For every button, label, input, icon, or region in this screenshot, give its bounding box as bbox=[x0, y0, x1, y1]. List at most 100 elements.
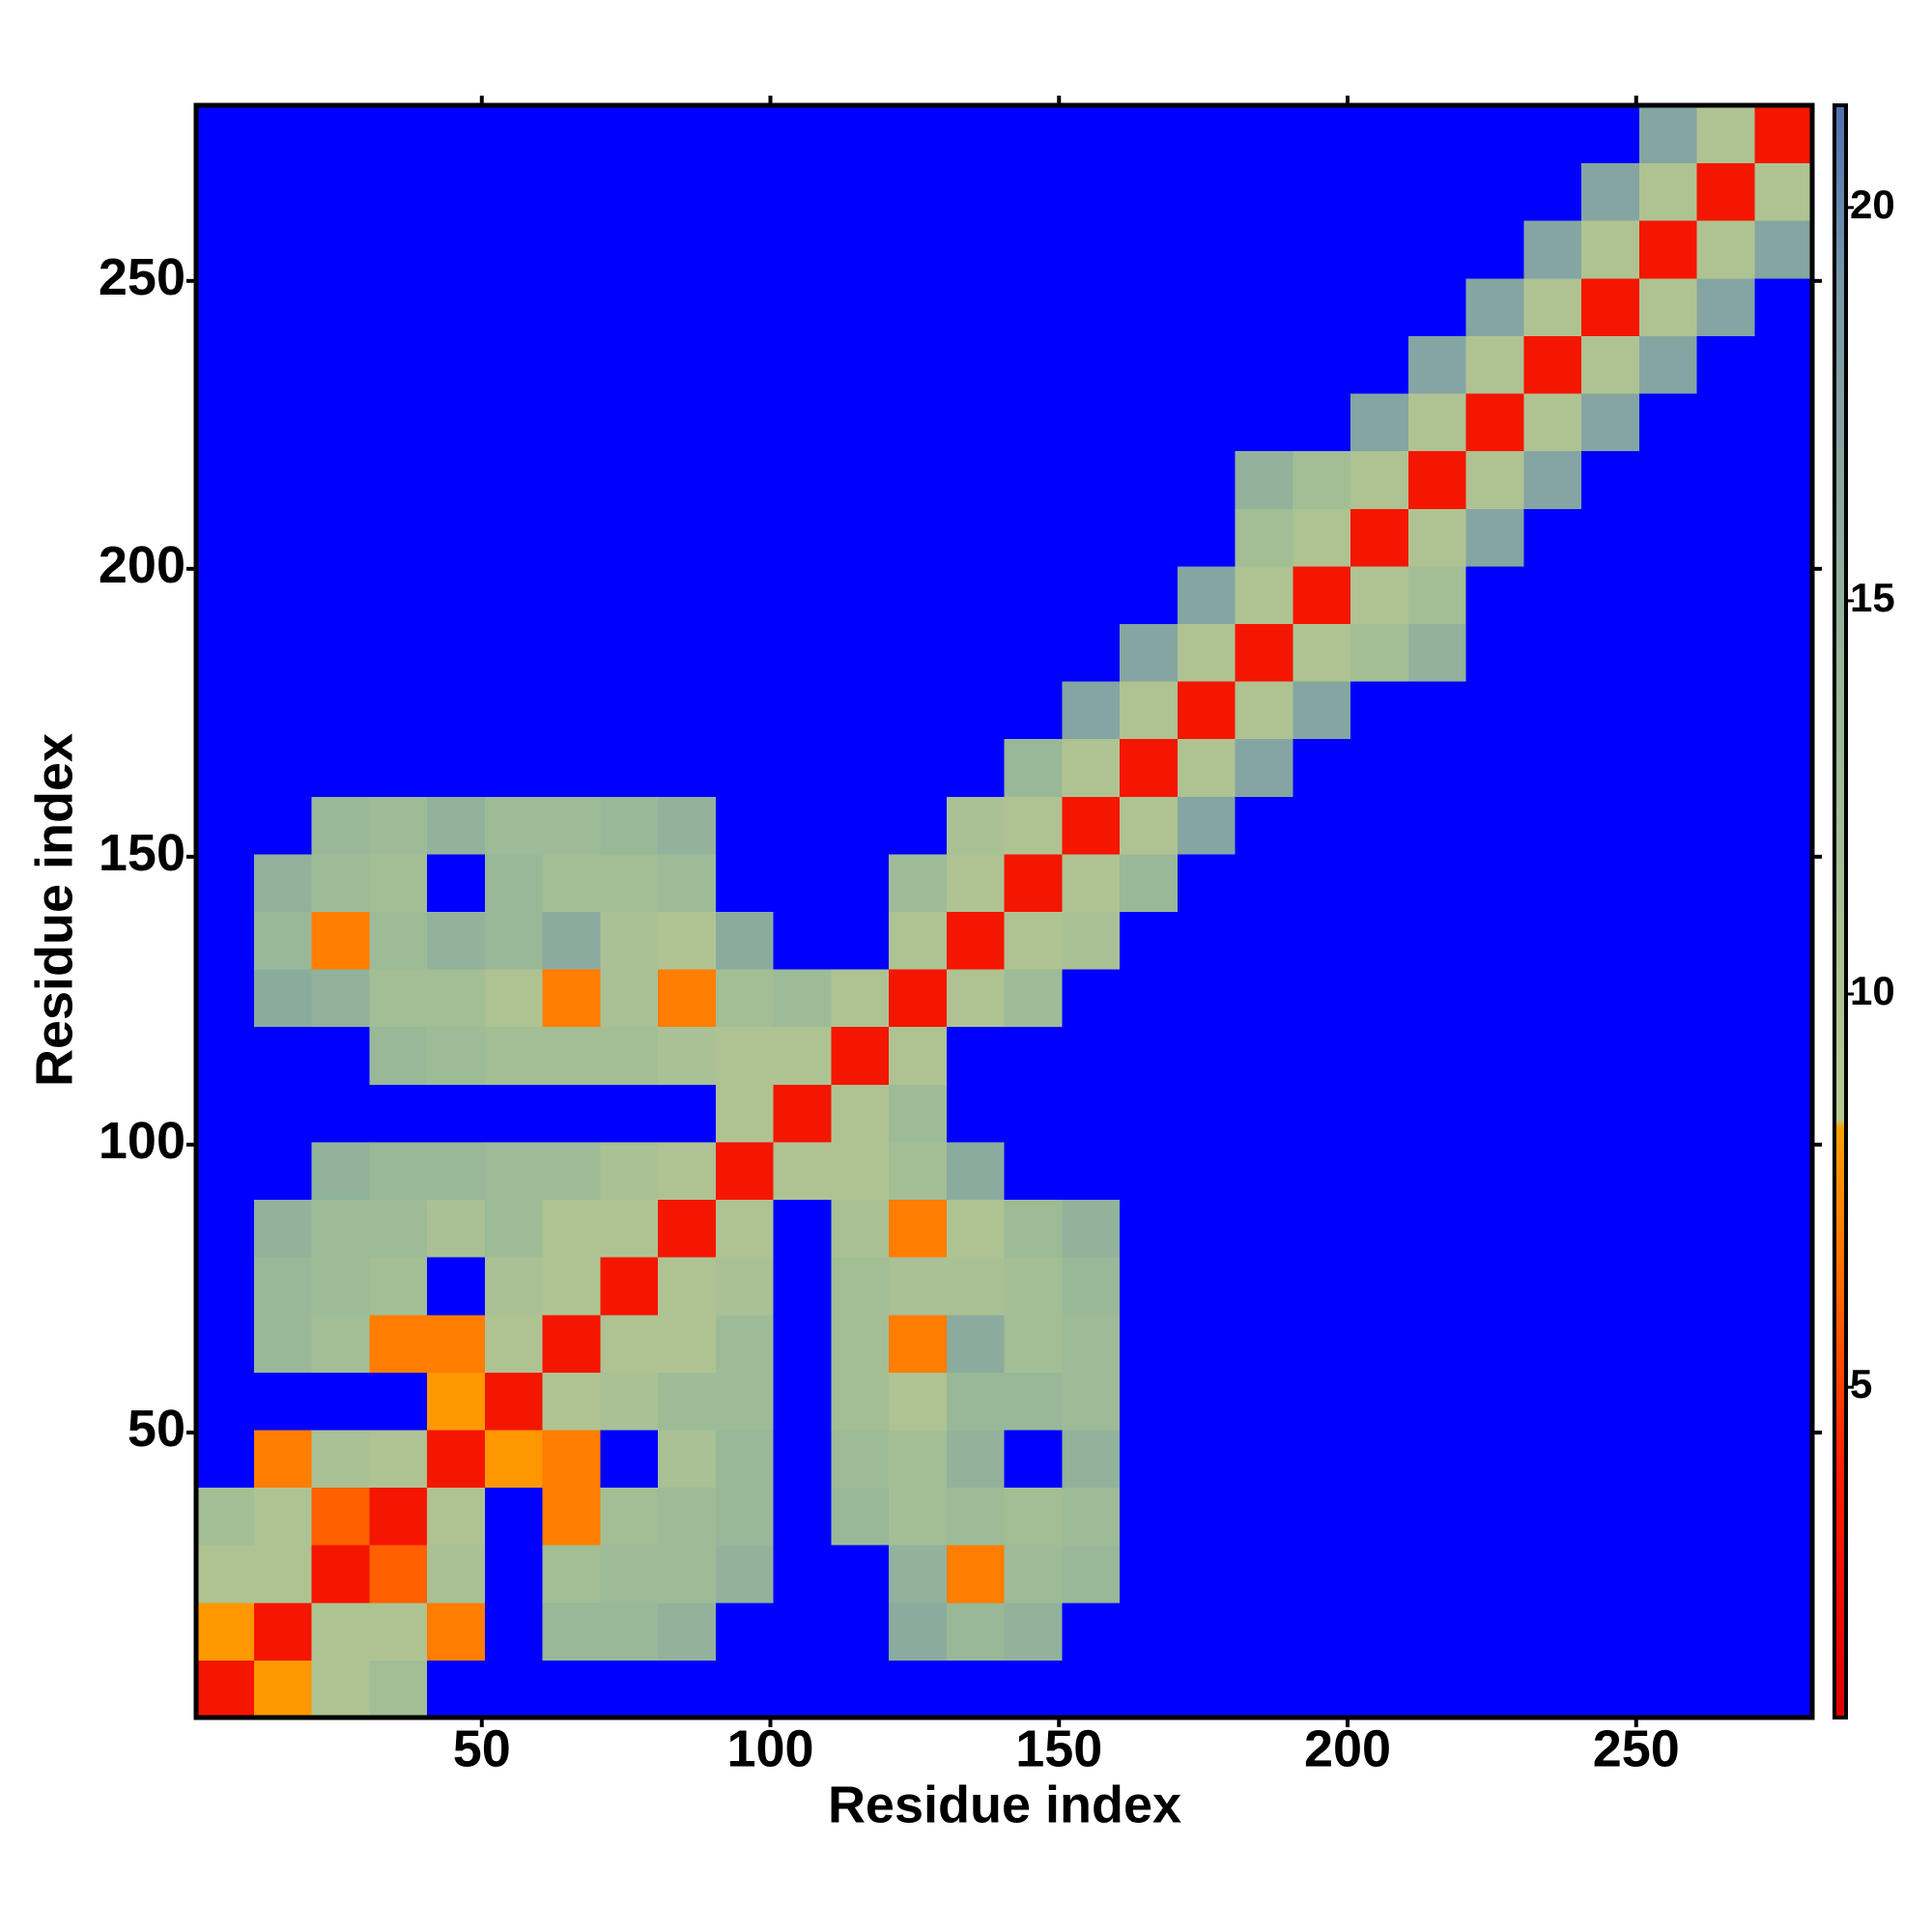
heatmap-cell bbox=[427, 1257, 486, 1316]
heatmap-cell bbox=[773, 1026, 832, 1085]
heatmap-cell bbox=[1350, 508, 1409, 567]
heatmap-cell bbox=[484, 1372, 543, 1431]
heatmap-cell bbox=[253, 220, 312, 279]
heatmap-cell bbox=[1638, 681, 1697, 740]
heatmap-cell bbox=[715, 796, 774, 855]
heatmap-cell bbox=[1120, 1026, 1179, 1085]
heatmap-cell bbox=[253, 508, 312, 567]
heatmap-cell bbox=[715, 1372, 774, 1431]
heatmap-cell bbox=[1465, 220, 1524, 279]
heatmap-cell bbox=[1638, 1084, 1697, 1143]
heatmap-cell bbox=[1581, 508, 1640, 567]
heatmap-cell bbox=[658, 1429, 717, 1489]
heatmap-cell bbox=[1293, 853, 1351, 912]
heatmap-cell bbox=[1062, 796, 1121, 855]
heatmap-cell bbox=[1293, 565, 1351, 624]
heatmap-cell bbox=[1523, 105, 1582, 164]
heatmap-cell bbox=[1465, 681, 1524, 740]
heatmap-cell bbox=[1293, 796, 1351, 855]
heatmap-cell bbox=[196, 1257, 255, 1316]
heatmap-cell bbox=[946, 1314, 1005, 1373]
heatmap-cell bbox=[1696, 1257, 1755, 1316]
heatmap-cell bbox=[773, 969, 832, 1028]
heatmap-cell bbox=[658, 911, 717, 970]
heatmap-cell bbox=[1062, 911, 1121, 970]
heatmap-cell bbox=[600, 1487, 659, 1546]
heatmap-cell bbox=[1350, 681, 1409, 740]
heatmap-cell bbox=[1235, 565, 1293, 624]
heatmap-cell bbox=[1120, 796, 1179, 855]
heatmap-cell bbox=[1523, 1084, 1582, 1143]
heatmap-cell bbox=[484, 105, 543, 164]
heatmap-cell bbox=[1293, 277, 1351, 336]
heatmap-cell bbox=[484, 796, 543, 855]
heatmap-cell bbox=[1293, 1084, 1351, 1143]
heatmap-cell bbox=[1120, 1545, 1179, 1604]
heatmap-cell bbox=[1581, 1084, 1640, 1143]
heatmap-cell bbox=[1581, 911, 1640, 970]
heatmap-cell bbox=[311, 1372, 370, 1431]
heatmap-cell bbox=[1523, 1199, 1582, 1258]
heatmap-cell bbox=[427, 969, 486, 1028]
heatmap-cell bbox=[1696, 623, 1755, 682]
heatmap-cell bbox=[1523, 393, 1582, 452]
heatmap-cell bbox=[658, 1257, 717, 1316]
heatmap-cell bbox=[311, 911, 370, 970]
heatmap-cell bbox=[1638, 277, 1697, 336]
heatmap-cell bbox=[542, 565, 601, 624]
heatmap-cell bbox=[1293, 1487, 1351, 1546]
heatmap-cell bbox=[1754, 738, 1813, 797]
heatmap-cell bbox=[1235, 1545, 1293, 1604]
heatmap-cell bbox=[658, 1026, 717, 1085]
heatmap-cell bbox=[831, 1257, 890, 1316]
heatmap-cell bbox=[427, 450, 486, 509]
heatmap-cell bbox=[1465, 1141, 1524, 1201]
heatmap-cell bbox=[889, 1084, 948, 1143]
heatmap-cell bbox=[1581, 738, 1640, 797]
heatmap-cell bbox=[1523, 277, 1582, 336]
heatmap-cell bbox=[1062, 1372, 1121, 1431]
heatmap-cell bbox=[196, 162, 255, 221]
heatmap-cell bbox=[1696, 681, 1755, 740]
heatmap-cell bbox=[1754, 1545, 1813, 1604]
heatmap-cell bbox=[1004, 450, 1063, 509]
heatmap-cell bbox=[311, 220, 370, 279]
heatmap-cell bbox=[1407, 508, 1466, 567]
heatmap-cell bbox=[773, 1257, 832, 1316]
heatmap-cell bbox=[715, 1429, 774, 1489]
heatmap-cell bbox=[831, 508, 890, 567]
heatmap-cell bbox=[369, 969, 428, 1028]
y-tick-label: 150 bbox=[99, 824, 185, 882]
heatmap-cell bbox=[1293, 1545, 1351, 1604]
heatmap-cell bbox=[1407, 1545, 1466, 1604]
heatmap-cell bbox=[427, 911, 486, 970]
heatmap-cell bbox=[369, 1199, 428, 1258]
heatmap-cell bbox=[484, 1487, 543, 1546]
heatmap-cell bbox=[946, 1487, 1005, 1546]
heatmap-cell bbox=[1638, 1487, 1697, 1546]
heatmap-cell bbox=[1696, 105, 1755, 164]
heatmap-cell bbox=[311, 450, 370, 509]
heatmap-cell bbox=[831, 1545, 890, 1604]
heatmap-cell bbox=[1062, 1199, 1121, 1258]
heatmap-cell bbox=[1407, 105, 1466, 164]
heatmap-cell bbox=[715, 1487, 774, 1546]
heatmap-cell bbox=[1696, 1372, 1755, 1431]
heatmap-cell bbox=[369, 796, 428, 855]
heatmap-cell bbox=[1062, 1602, 1121, 1661]
heatmap-cell bbox=[1696, 1545, 1755, 1604]
heatmap-cell bbox=[715, 1545, 774, 1604]
heatmap-cell bbox=[715, 623, 774, 682]
heatmap-cell bbox=[1465, 853, 1524, 912]
heatmap-cell bbox=[1696, 969, 1755, 1028]
heatmap-cell bbox=[1754, 393, 1813, 452]
heatmap-cell bbox=[427, 623, 486, 682]
heatmap-cell bbox=[1581, 277, 1640, 336]
heatmap-cell bbox=[773, 450, 832, 509]
heatmap-cell bbox=[1407, 1487, 1466, 1546]
heatmap-cell bbox=[253, 1314, 312, 1373]
heatmap-cell bbox=[831, 1429, 890, 1489]
heatmap-cell bbox=[773, 393, 832, 452]
heatmap-cell bbox=[1638, 335, 1697, 394]
heatmap-cell bbox=[1754, 1084, 1813, 1143]
